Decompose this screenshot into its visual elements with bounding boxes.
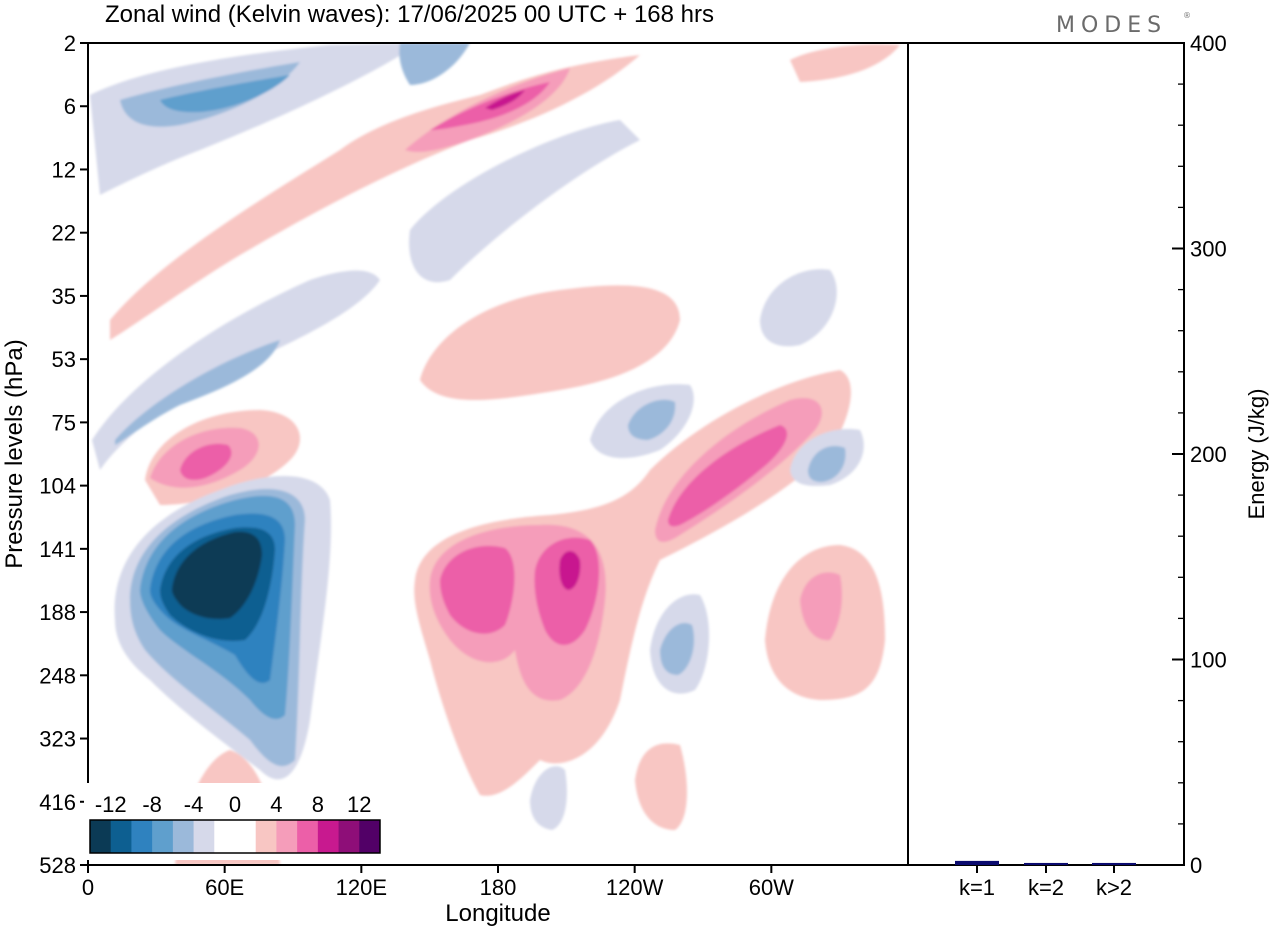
contour-pos-bottom-mid <box>635 743 687 830</box>
colorbar-swatch <box>110 820 132 853</box>
contour-neg-upper-band <box>90 43 420 195</box>
colorbar-swatch <box>235 820 257 853</box>
y-tick-label: 323 <box>39 727 76 752</box>
y-axis-label: Pressure levels (hPa) <box>1 339 28 568</box>
contour-neg-middle-band <box>92 270 380 470</box>
contour-neg-right-patch-2 <box>628 399 676 440</box>
colorbar-swatch <box>255 820 277 853</box>
colorbar-label: -12 <box>95 792 127 817</box>
contour-pos-left-blob-3 <box>180 443 232 480</box>
y-tick-label: 6 <box>64 94 76 119</box>
energy-tick-label: 300 <box>1190 237 1227 262</box>
colorbar-swatch <box>359 820 381 853</box>
y-tick-label: 12 <box>52 157 76 182</box>
colorbar-swatch <box>193 820 215 853</box>
modes-logo: MODES <box>1056 13 1167 38</box>
energy-tick-label: 400 <box>1190 31 1227 56</box>
energy-tick-label: 0 <box>1190 853 1202 878</box>
colorbar-swatch <box>152 820 174 853</box>
colorbar-swatch <box>297 820 319 853</box>
x-tick-label: 0 <box>82 875 94 900</box>
energy-category-label: k=2 <box>1028 875 1064 900</box>
modes-logo-mark: ® <box>1183 11 1191 20</box>
colorbar-label: 12 <box>347 792 371 817</box>
contour-neg-upper-band-3 <box>160 75 290 113</box>
contour-pos-central-4 <box>534 537 600 645</box>
contour-neg-top-right-patch <box>760 269 837 347</box>
colorbar-swatch <box>214 820 236 853</box>
y-tick-label: 188 <box>39 600 76 625</box>
contour-neg-top-right <box>399 43 470 85</box>
x-tick-label: 180 <box>480 875 517 900</box>
contour-neg-bottom-mid <box>530 766 567 830</box>
colorbar-label: 8 <box>312 792 324 817</box>
contour-neg-mid-band <box>409 120 640 283</box>
colorbar-label: -8 <box>142 792 162 817</box>
energy-axis-label: Energy (J/kg) <box>1244 389 1269 520</box>
colorbar-swatch <box>276 820 298 853</box>
x-tick-label: 120W <box>606 875 664 900</box>
x-axis-label: Longitude <box>445 900 550 927</box>
colorbar-label: 4 <box>270 792 282 817</box>
contour-pos-top-right <box>790 44 900 82</box>
x-tick-label: 60E <box>205 875 244 900</box>
contour-pos-upper-band <box>110 55 640 340</box>
x-tick-label: 120E <box>336 875 387 900</box>
contour-panel <box>87 42 909 866</box>
energy-bars: k=1 k=2 k>2 <box>955 860 1136 900</box>
colorbar: -12 -8 -4 0 4 8 12 <box>84 783 386 860</box>
contour-neg-middle-band-2 <box>115 340 280 445</box>
colorbar-frame <box>89 819 381 854</box>
chart-title: Zonal wind (Kelvin waves): 17/06/2025 00… <box>105 1 714 28</box>
colorbar-label: -4 <box>184 792 204 817</box>
y-tick-label: 35 <box>52 284 76 309</box>
y-tick-label: 104 <box>39 474 76 499</box>
contour-neg-lower-right-2 <box>660 622 695 675</box>
contour-pos-central-3 <box>440 545 515 634</box>
contour-pos-mid-patch <box>420 285 680 400</box>
energy-category-label: k>2 <box>1096 875 1132 900</box>
y-tick-label: 75 <box>52 410 76 435</box>
energy-tick-label: 100 <box>1190 648 1227 673</box>
energy-axis: 0 100 200 300 400 <box>1172 31 1227 878</box>
y-tick-label: 248 <box>39 663 76 688</box>
y-tick-label: 528 <box>39 853 76 878</box>
energy-bar <box>955 860 999 865</box>
colorbar-swatch <box>317 820 340 853</box>
y-tick-label: 22 <box>52 221 76 246</box>
colorbar-swatch <box>90 820 112 853</box>
colorbar-label: 0 <box>229 792 241 817</box>
longitude-axis: 0 60E 120E 180 120W 60W <box>82 865 794 900</box>
y-tick-label: 2 <box>64 31 76 56</box>
energy-bar <box>1024 862 1068 865</box>
contour-pos-central-5 <box>559 551 581 590</box>
energy-bar <box>1092 862 1136 865</box>
x-tick-label: 60W <box>749 875 794 900</box>
contour-pos-right-band-2 <box>668 425 788 527</box>
pressure-axis: 2 6 12 22 35 53 75 104 141 188 248 323 416 528 <box>39 31 88 878</box>
contour-pos-bottom-right-2 <box>800 572 842 641</box>
y-tick-label: 416 <box>39 790 76 815</box>
y-tick-label: 141 <box>39 537 76 562</box>
contour-pos-upper-band-4 <box>485 90 525 110</box>
contour-neg-far-right-2 <box>808 446 846 482</box>
contour-fills <box>90 43 900 865</box>
colorbar-swatch <box>338 820 360 853</box>
colorbar-swatch <box>172 820 195 853</box>
colorbar-swatch <box>131 820 153 853</box>
energy-frame <box>907 42 1185 866</box>
energy-panel: k=1 k=2 k>2 0 100 200 300 400 Energy (J/kg) <box>907 31 1269 900</box>
energy-category-label: k=1 <box>959 875 995 900</box>
contour-neg-core-6 <box>172 531 262 619</box>
energy-tick-label: 200 <box>1190 442 1227 467</box>
y-tick-label: 53 <box>52 347 76 372</box>
